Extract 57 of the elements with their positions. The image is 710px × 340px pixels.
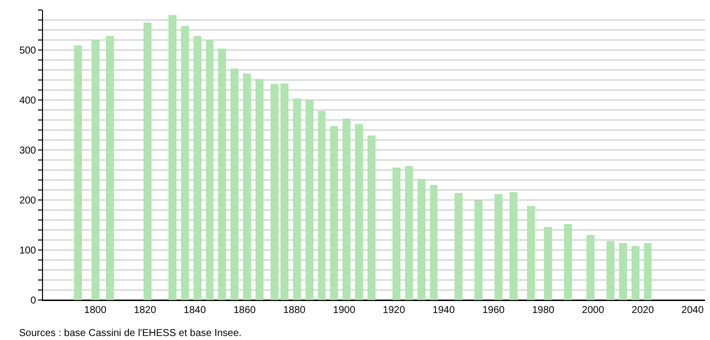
x-tick-label: 2000 [582, 305, 605, 316]
x-tick-label: 1940 [432, 305, 456, 316]
bar [318, 111, 326, 300]
x-tick-label: 1980 [532, 305, 555, 316]
bar [586, 235, 594, 300]
bar [106, 36, 114, 300]
bar [355, 124, 364, 300]
x-tick-label: 1800 [84, 305, 107, 316]
source-note: Sources : base Cassini de l'EHESS et base Insee. [19, 328, 242, 339]
x-tick-label: 1860 [233, 305, 256, 316]
bar [368, 136, 376, 300]
y-tick-label: 400 [19, 96, 36, 106]
x-tick-label: 1880 [283, 305, 306, 316]
bar [230, 68, 239, 300]
bar [644, 243, 652, 300]
bar [305, 100, 314, 300]
bar [280, 84, 288, 300]
bar [91, 40, 100, 300]
bar [564, 224, 572, 300]
bar [218, 48, 226, 300]
bar [342, 118, 351, 300]
bar [270, 84, 278, 300]
bar [417, 179, 426, 300]
bar [631, 246, 640, 300]
bar [392, 168, 400, 300]
bar [180, 26, 189, 300]
x-tick-label: 1920 [382, 305, 406, 316]
x-tick-label: 1840 [184, 305, 206, 316]
bar [509, 192, 518, 300]
bar [494, 194, 502, 300]
bar [330, 126, 338, 300]
bar [292, 98, 301, 300]
x-tick-label: 1900 [333, 305, 356, 316]
bar [526, 206, 535, 300]
x-tick-label: 2040 [681, 305, 704, 316]
bar [243, 74, 252, 300]
bar [474, 200, 483, 300]
y-tick-label: 0 [30, 296, 36, 306]
x-tick-label: 1960 [482, 305, 506, 316]
bar [168, 15, 176, 300]
bar [193, 36, 202, 300]
bar [618, 243, 627, 300]
x-tick-label: 2020 [632, 305, 654, 316]
bar [404, 166, 413, 300]
bar [206, 40, 214, 300]
bar [74, 46, 82, 300]
y-tick-label: 100 [19, 246, 36, 256]
bar [144, 22, 152, 300]
y-tick-label: 500 [19, 46, 36, 56]
y-tick-label: 300 [19, 146, 36, 156]
bar [256, 79, 264, 300]
x-tick-label: 1820 [134, 305, 157, 316]
y-tick-label: 200 [19, 196, 36, 206]
bar [430, 185, 438, 300]
bar [544, 227, 552, 300]
bar [454, 193, 463, 300]
bar [606, 241, 614, 300]
